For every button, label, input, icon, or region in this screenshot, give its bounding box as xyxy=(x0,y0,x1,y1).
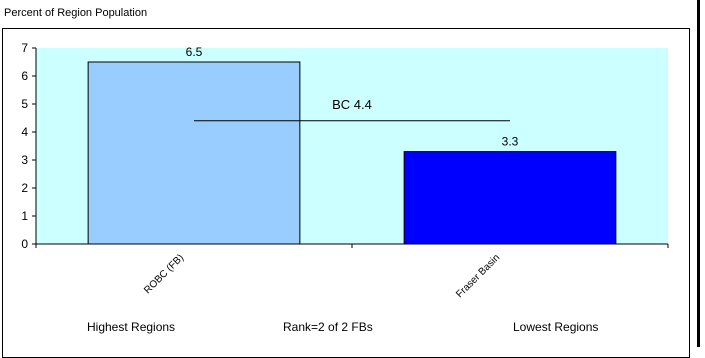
bar xyxy=(403,151,617,245)
y-tick-label: 1 xyxy=(21,209,28,223)
data-label: 3.3 xyxy=(502,135,519,149)
y-tick-label: 0 xyxy=(21,237,28,251)
y-tick-label: 4 xyxy=(21,125,28,139)
footer-lowest-regions: Lowest Regions xyxy=(513,320,599,334)
footer-rank: Rank=2 of 2 FBs xyxy=(283,320,373,334)
footer-highest-regions: Highest Regions xyxy=(87,320,176,334)
bars xyxy=(87,61,617,245)
x-tick-label: ROBC (FB) xyxy=(142,252,186,296)
bar xyxy=(87,61,301,245)
y-tick-label: 3 xyxy=(21,153,28,167)
x-tick-label: Fraser Basin xyxy=(454,252,502,300)
right-border-rule xyxy=(697,0,700,347)
bar-chart: 0 1 2 3 4 5 6 7 6.5 ROBC (FB) 3.3 Fraser Basin BC 4… xyxy=(21,41,669,300)
chart-title: Percent of Region Population xyxy=(4,7,148,19)
y-tick-label: 2 xyxy=(21,181,28,195)
y-tick-label: 6 xyxy=(21,69,28,83)
y-tick-label: 5 xyxy=(21,97,28,111)
data-label: 6.5 xyxy=(186,45,203,59)
y-tick-label: 7 xyxy=(21,41,28,55)
reference-line-label: BC 4.4 xyxy=(332,97,372,112)
